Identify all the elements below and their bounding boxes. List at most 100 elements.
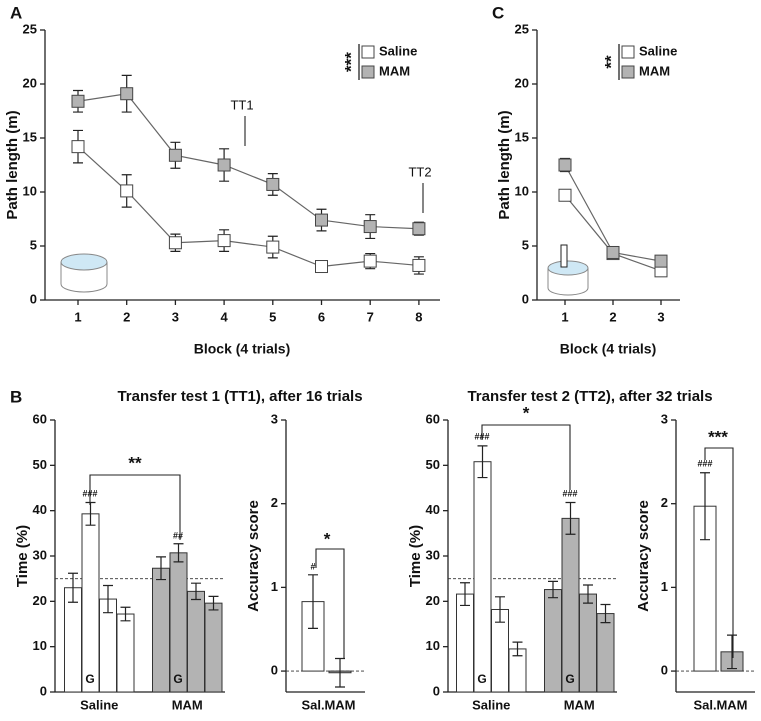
bar (596, 613, 615, 693)
legend-swatch (361, 65, 375, 79)
y-tick-label: 60 (426, 411, 440, 426)
error-bar (68, 572, 78, 603)
error-bar (308, 574, 318, 629)
annotation: *** (341, 52, 360, 72)
y-tick-label: 30 (426, 547, 440, 562)
chart-title: Transfer test 1 (TT1), after 16 trials (117, 388, 362, 405)
annotation: ### (697, 458, 712, 468)
annotation: ### (562, 488, 577, 498)
y-tick-label: 0 (522, 291, 529, 306)
x-tick-label: 7 (367, 309, 374, 324)
x-tick-label: 2 (123, 309, 130, 324)
y-tick-label: 2 (661, 495, 668, 510)
bar (64, 587, 82, 693)
marker (363, 254, 377, 268)
legend-swatch (621, 65, 635, 79)
x-axis-label: Block (4 trials) (194, 341, 290, 357)
annotation: # (310, 561, 315, 571)
marker (71, 140, 85, 154)
y-axis-label: Accuracy score (245, 500, 262, 612)
marker (217, 158, 231, 172)
y-tick-label: 40 (33, 502, 47, 517)
chart-title: Transfer test 2 (TT2), after 32 trials (467, 388, 712, 405)
x-tick-label: 3 (172, 309, 179, 324)
y-tick-label: 15 (23, 129, 37, 144)
legend-label: Saline (379, 43, 417, 58)
annotation: TT2 (408, 164, 431, 179)
legend-swatch (361, 45, 375, 59)
error-bar (565, 501, 576, 535)
y-tick-label: 1 (271, 579, 278, 594)
y-axis-label: Accuracy score (635, 500, 652, 612)
y-tick-label: 10 (426, 638, 440, 653)
y-axis-label: Path length (m) (496, 110, 513, 219)
y-tick-label: 0 (30, 291, 37, 306)
error-bar (512, 641, 523, 657)
x-tick-label: 5 (269, 309, 276, 324)
y-tick-label: 60 (33, 411, 47, 426)
marker (654, 254, 668, 268)
bar (579, 593, 597, 693)
legend-swatch (621, 45, 635, 59)
y-tick-label: 1 (661, 579, 668, 594)
error-bar (460, 582, 470, 607)
group-label: Saline (472, 697, 510, 712)
marker (363, 220, 377, 234)
pool-icon (60, 244, 589, 296)
bar (456, 593, 474, 693)
x-tick-label: MAM (324, 697, 355, 712)
marker (266, 240, 280, 254)
annotation: G (565, 672, 574, 686)
y-tick-label: 20 (23, 75, 37, 90)
marker (71, 94, 85, 108)
error-bar (208, 595, 219, 611)
marker (266, 177, 280, 191)
y-tick-label: 40 (426, 502, 440, 517)
bar (187, 590, 205, 693)
y-tick-label: 10 (515, 183, 529, 198)
y-tick-label: 20 (515, 75, 529, 90)
marker (315, 260, 328, 274)
x-tick-label: MAM (716, 697, 747, 712)
annotation: G (173, 672, 182, 686)
bar (116, 613, 135, 693)
marker (412, 258, 426, 272)
annotation: ## (173, 530, 183, 540)
panel-label: B (10, 387, 22, 406)
y-tick-label: 0 (661, 663, 668, 678)
bar (169, 552, 188, 693)
y-tick-label: 15 (515, 129, 529, 144)
error-bar (700, 472, 710, 541)
y-tick-label: 0 (433, 683, 440, 698)
bar (81, 513, 100, 693)
bar (204, 602, 223, 693)
group-label: Saline (80, 697, 118, 712)
y-axis-label: Time (%) (14, 525, 31, 587)
bracket (481, 424, 571, 490)
marker (120, 184, 134, 198)
y-tick-label: 3 (661, 411, 668, 426)
annotation: G (85, 672, 94, 686)
marker (606, 245, 620, 259)
x-tick-label: Sal. (301, 697, 324, 712)
error-bar (191, 582, 201, 601)
y-tick-label: 2 (271, 495, 278, 510)
annotation: * (324, 529, 331, 548)
legend-label: MAM (639, 63, 670, 78)
bar (152, 567, 170, 693)
legend-label: Saline (639, 43, 677, 58)
annotation: G (477, 672, 486, 686)
bar (561, 517, 580, 693)
y-tick-label: 30 (33, 547, 47, 562)
annotation: TT1 (230, 97, 253, 112)
y-axis-label: Path length (m) (4, 110, 21, 219)
x-tick-label: 3 (657, 309, 664, 324)
group-label: MAM (564, 697, 595, 712)
error-bar (335, 657, 345, 688)
group-label: MAM (172, 697, 203, 712)
marker (315, 213, 328, 227)
y-tick-label: 5 (522, 237, 529, 252)
annotation: * (523, 403, 530, 422)
y-tick-label: 0 (271, 663, 278, 678)
